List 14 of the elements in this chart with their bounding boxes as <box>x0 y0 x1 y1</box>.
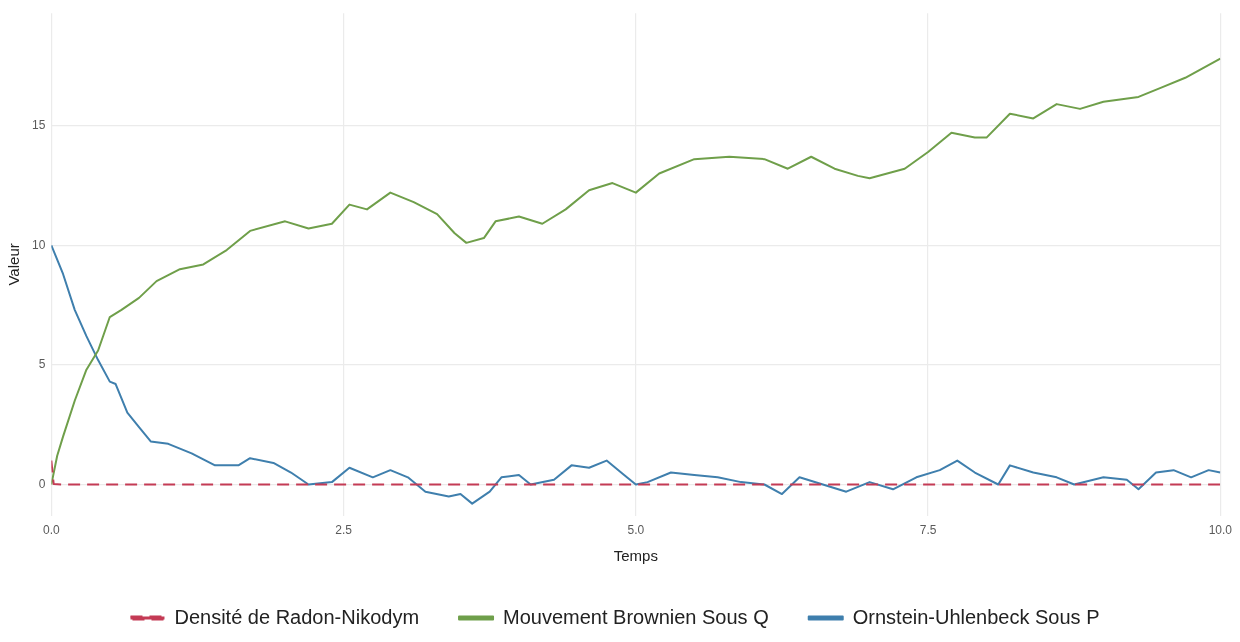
y-tick-label: 10 <box>31 237 46 252</box>
x-tick-label: 7.5 <box>919 523 937 538</box>
legend-label: Densité de Radon-Nikodym <box>174 605 420 628</box>
legend-label: Ornstein-Uhlenbeck Sous P <box>852 605 1100 628</box>
y-tick-label: 0 <box>38 476 46 491</box>
legend-label: Mouvement Brownien Sous Q <box>503 605 769 628</box>
x-tick-label: 0.0 <box>43 523 61 538</box>
y-tick-label: 15 <box>31 117 46 132</box>
x-axis-title: Temps <box>613 547 658 565</box>
x-tick-label: 2.5 <box>335 523 353 538</box>
y-tick-label: 5 <box>38 357 46 372</box>
x-tick-label: 10.0 <box>1208 523 1233 538</box>
x-tick-label: 5.0 <box>627 523 645 538</box>
y-axis-title: Valeur <box>5 243 23 286</box>
